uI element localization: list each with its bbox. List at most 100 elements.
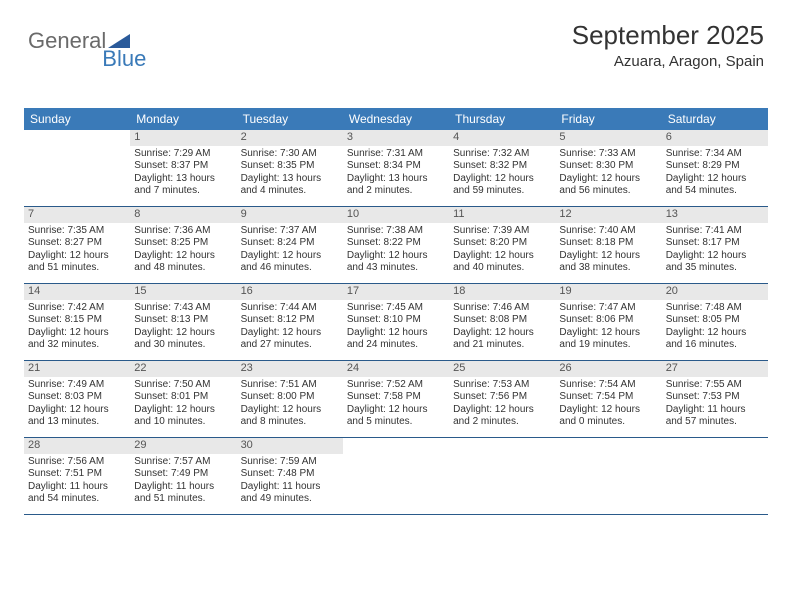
calendar-grid: Sunday Monday Tuesday Wednesday Thursday… (24, 108, 768, 515)
sunset-text: Sunset: 8:01 PM (134, 391, 232, 404)
sunrise-text: Sunrise: 7:34 AM (666, 148, 764, 161)
day-number: 2 (237, 130, 343, 146)
day-number: 9 (237, 207, 343, 223)
day-cell: 5Sunrise: 7:33 AMSunset: 8:30 PMDaylight… (555, 130, 661, 206)
sunset-text: Sunset: 8:10 PM (347, 314, 445, 327)
day-number: 26 (555, 361, 661, 377)
sunset-text: Sunset: 8:32 PM (453, 160, 551, 173)
sunrise-text: Sunrise: 7:48 AM (666, 302, 764, 315)
daylight-text-1: Daylight: 12 hours (241, 250, 339, 263)
sunrise-text: Sunrise: 7:42 AM (28, 302, 126, 315)
sunset-text: Sunset: 8:03 PM (28, 391, 126, 404)
daylight-text-1: Daylight: 12 hours (453, 404, 551, 417)
daylight-text-2: and 19 minutes. (559, 339, 657, 352)
sunrise-text: Sunrise: 7:41 AM (666, 225, 764, 238)
daylight-text-2: and 2 minutes. (453, 416, 551, 429)
sunset-text: Sunset: 8:15 PM (28, 314, 126, 327)
sunrise-text: Sunrise: 7:46 AM (453, 302, 551, 315)
daylight-text-1: Daylight: 12 hours (134, 327, 232, 340)
weekday-header: Monday (130, 108, 236, 130)
sunset-text: Sunset: 7:53 PM (666, 391, 764, 404)
day-number: 4 (449, 130, 555, 146)
week-row: 14Sunrise: 7:42 AMSunset: 8:15 PMDayligh… (24, 284, 768, 361)
daylight-text-2: and 48 minutes. (134, 262, 232, 275)
sunrise-text: Sunrise: 7:29 AM (134, 148, 232, 161)
sunrise-text: Sunrise: 7:51 AM (241, 379, 339, 392)
sunset-text: Sunset: 8:20 PM (453, 237, 551, 250)
sunrise-text: Sunrise: 7:59 AM (241, 456, 339, 469)
day-number: 8 (130, 207, 236, 223)
day-cell: 7Sunrise: 7:35 AMSunset: 8:27 PMDaylight… (24, 207, 130, 283)
brand-logo: General Blue (28, 28, 176, 54)
day-cell: 19Sunrise: 7:47 AMSunset: 8:06 PMDayligh… (555, 284, 661, 360)
daylight-text-1: Daylight: 12 hours (347, 327, 445, 340)
day-number: 18 (449, 284, 555, 300)
daylight-text-1: Daylight: 12 hours (559, 173, 657, 186)
sunrise-text: Sunrise: 7:35 AM (28, 225, 126, 238)
day-cell: 25Sunrise: 7:53 AMSunset: 7:56 PMDayligh… (449, 361, 555, 437)
day-cell: 18 Sunrise: 7:46 AMSunset: 8:08 PMDayligh… (449, 284, 555, 360)
page-header: September 2025 Azuara, Aragon, Spain (572, 20, 764, 70)
daylight-text-1: Daylight: 12 hours (453, 327, 551, 340)
day-number: 11 (449, 207, 555, 223)
day-cell (24, 130, 130, 206)
location-subtitle: Azuara, Aragon, Spain (572, 53, 764, 70)
daylight-text-1: Daylight: 12 hours (28, 404, 126, 417)
day-cell: 9Sunrise: 7:37 AMSunset: 8:24 PMDaylight… (237, 207, 343, 283)
daylight-text-1: Daylight: 12 hours (241, 404, 339, 417)
daylight-text-2: and 57 minutes. (666, 416, 764, 429)
daylight-text-2: and 8 minutes. (241, 416, 339, 429)
daylight-text-1: Daylight: 12 hours (453, 173, 551, 186)
day-cell: 17Sunrise: 7:45 AMSunset: 8:10 PMDayligh… (343, 284, 449, 360)
day-cell: 26Sunrise: 7:54 AMSunset: 7:54 PMDayligh… (555, 361, 661, 437)
daylight-text-1: Daylight: 11 hours (28, 481, 126, 494)
month-title: September 2025 (572, 20, 764, 51)
daylight-text-2: and 46 minutes. (241, 262, 339, 275)
sunset-text: Sunset: 7:51 PM (28, 468, 126, 481)
daylight-text-2: and 13 minutes. (28, 416, 126, 429)
sunrise-text: Sunrise: 7:30 AM (241, 148, 339, 161)
sunrise-text: Sunrise: 7:57 AM (134, 456, 232, 469)
day-number: 29 (130, 438, 236, 454)
day-number: 12 (555, 207, 661, 223)
daylight-text-2: and 16 minutes. (666, 339, 764, 352)
day-number: 27 (662, 361, 768, 377)
sunrise-text: Sunrise: 7:50 AM (134, 379, 232, 392)
sunset-text: Sunset: 8:18 PM (559, 237, 657, 250)
daylight-text-1: Daylight: 12 hours (666, 250, 764, 263)
day-cell: 29Sunrise: 7:57 AMSunset: 7:49 PMDayligh… (130, 438, 236, 514)
day-cell: 12 Sunrise: 7:40 AMSunset: 8:18 PMDayligh… (555, 207, 661, 283)
day-cell: 22Sunrise: 7:50 AMSunset: 8:01 PMDayligh… (130, 361, 236, 437)
daylight-text-1: Daylight: 12 hours (241, 327, 339, 340)
day-cell: 3Sunrise: 7:31 AMSunset: 8:34 PMDaylight… (343, 130, 449, 206)
sunrise-text: Sunrise: 7:33 AM (559, 148, 657, 161)
day-cell: 30Sunrise: 7:59 AMSunset: 7:48 PMDayligh… (237, 438, 343, 514)
daylight-text-1: Daylight: 12 hours (559, 404, 657, 417)
sunset-text: Sunset: 8:05 PM (666, 314, 764, 327)
sunset-text: Sunset: 8:29 PM (666, 160, 764, 173)
sunset-text: Sunset: 8:08 PM (453, 314, 551, 327)
sunrise-text: Sunrise: 7:31 AM (347, 148, 445, 161)
day-cell: 21Sunrise: 7:49 AMSunset: 8:03 PMDayligh… (24, 361, 130, 437)
weekday-header: Friday (555, 108, 661, 130)
sunset-text: Sunset: 7:54 PM (559, 391, 657, 404)
day-number: 7 (24, 207, 130, 223)
sunrise-text: Sunrise: 7:43 AM (134, 302, 232, 315)
daylight-text-2: and 54 minutes. (666, 185, 764, 198)
daylight-text-2: and 40 minutes. (453, 262, 551, 275)
sunrise-text: Sunrise: 7:56 AM (28, 456, 126, 469)
daylight-text-2: and 0 minutes. (559, 416, 657, 429)
day-cell: 15Sunrise: 7:43 AMSunset: 8:13 PMDayligh… (130, 284, 236, 360)
daylight-text-1: Daylight: 11 hours (241, 481, 339, 494)
daylight-text-2: and 5 minutes. (347, 416, 445, 429)
daylight-text-1: Daylight: 12 hours (559, 250, 657, 263)
day-number: 3 (343, 130, 449, 146)
daylight-text-1: Daylight: 12 hours (453, 250, 551, 263)
daylight-text-1: Daylight: 12 hours (347, 250, 445, 263)
daylight-text-2: and 51 minutes. (134, 493, 232, 506)
sunrise-text: Sunrise: 7:40 AM (559, 225, 657, 238)
daylight-text-2: and 32 minutes. (28, 339, 126, 352)
day-cell: 16Sunrise: 7:44 AMSunset: 8:12 PMDayligh… (237, 284, 343, 360)
sunset-text: Sunset: 7:56 PM (453, 391, 551, 404)
sunset-text: Sunset: 8:25 PM (134, 237, 232, 250)
